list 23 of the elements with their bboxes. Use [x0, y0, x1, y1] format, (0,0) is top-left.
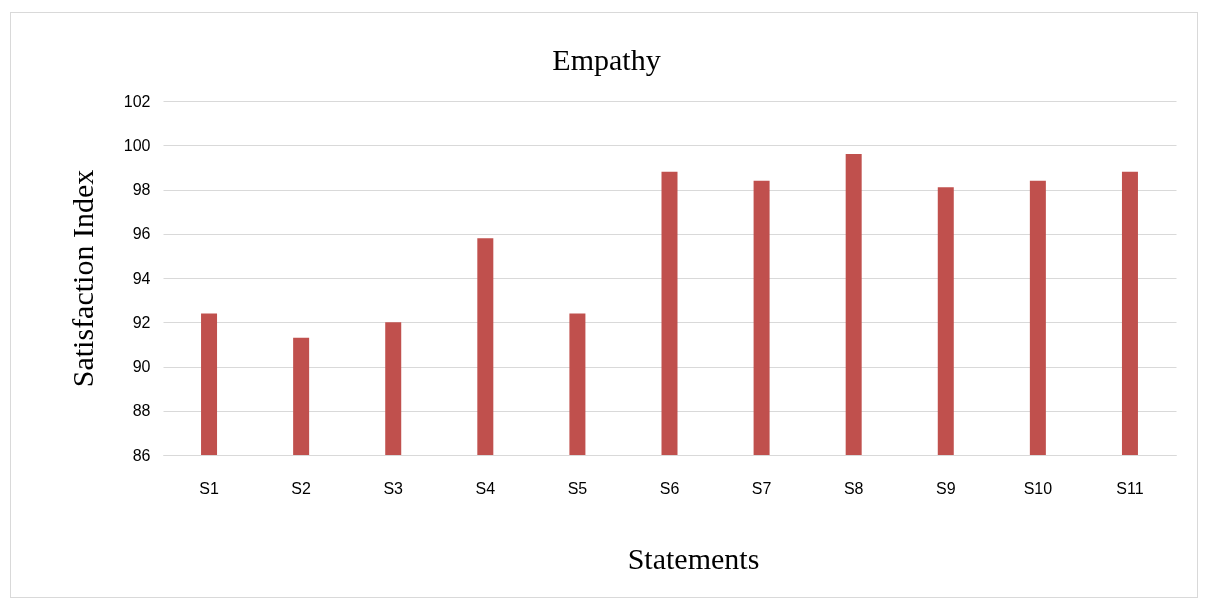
x-tick-label: S11: [1116, 479, 1144, 497]
x-tick-label: S9: [935, 479, 956, 497]
x-axis-title: Statements: [627, 541, 760, 575]
x-tick-label: S1: [199, 479, 219, 497]
x-tick-label: S7: [751, 479, 772, 497]
x-tick-label: S10: [1023, 479, 1053, 497]
x-tick-label: S6: [659, 479, 680, 497]
chart-title: Empathy: [552, 43, 661, 76]
y-tick-label: 94: [132, 269, 151, 287]
y-tick-label: 90: [132, 358, 151, 375]
x-tick-label: S4: [475, 479, 496, 497]
x-tick-label: S2: [291, 479, 312, 497]
x-tick-label: S8: [843, 479, 864, 497]
y-tick-label: 86: [132, 446, 151, 464]
y-tick-label: 96: [132, 225, 151, 243]
y-tick-label: 98: [132, 181, 151, 198]
y-axis-title: Satisfaction Index: [65, 169, 99, 388]
y-tick-label: 92: [132, 313, 151, 331]
y-tick-label: 88: [132, 402, 151, 420]
y-tick-label: 102: [123, 92, 151, 110]
x-tick-label: S3: [383, 479, 404, 497]
x-tick-label: S5: [567, 479, 588, 497]
y-tick-label: 100: [123, 136, 151, 154]
